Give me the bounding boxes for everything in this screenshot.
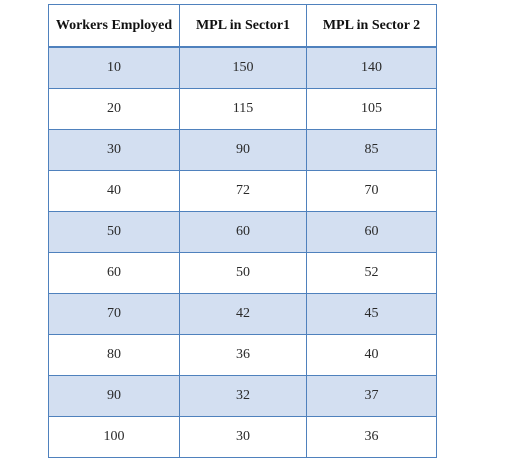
workers-cell: 100 <box>48 416 180 458</box>
mpl-sector-1-cell: 42 <box>179 293 307 335</box>
header-row: Workers Employed MPL in Sector1 MPL in S… <box>48 4 437 48</box>
table-row: 60 50 52 <box>48 252 437 294</box>
mpl-sector-1-cell: 150 <box>179 46 307 89</box>
table-row: 80 36 40 <box>48 334 437 376</box>
table-row: 30 90 85 <box>48 129 437 171</box>
mpl-sector-2-cell: 70 <box>306 170 437 212</box>
workers-cell: 50 <box>48 211 180 253</box>
workers-cell: 20 <box>48 88 180 130</box>
table-row: 40 72 70 <box>48 170 437 212</box>
workers-cell: 70 <box>48 293 180 335</box>
header-mpl-sector-1: MPL in Sector1 <box>179 4 307 48</box>
table-body: 10 150 140 20 115 105 30 90 85 40 72 70 … <box>48 46 437 458</box>
table-row: 90 32 37 <box>48 375 437 417</box>
mpl-sector-2-cell: 36 <box>306 416 437 458</box>
mpl-sector-2-cell: 105 <box>306 88 437 130</box>
header-workers-employed: Workers Employed <box>48 4 180 48</box>
table-row: 70 42 45 <box>48 293 437 335</box>
mpl-sector-2-cell: 52 <box>306 252 437 294</box>
workers-cell: 60 <box>48 252 180 294</box>
table-row: 20 115 105 <box>48 88 437 130</box>
mpl-sector-1-cell: 36 <box>179 334 307 376</box>
table-row: 10 150 140 <box>48 46 437 89</box>
mpl-sector-2-cell: 45 <box>306 293 437 335</box>
table-row: 50 60 60 <box>48 211 437 253</box>
workers-cell: 40 <box>48 170 180 212</box>
mpl-sector-1-cell: 60 <box>179 211 307 253</box>
mpl-sector-2-cell: 40 <box>306 334 437 376</box>
workers-cell: 80 <box>48 334 180 376</box>
workers-cell: 10 <box>48 46 180 89</box>
table-row: 100 30 36 <box>48 416 437 458</box>
header-mpl-sector-2: MPL in Sector 2 <box>306 4 437 48</box>
workers-cell: 90 <box>48 375 180 417</box>
workers-cell: 30 <box>48 129 180 171</box>
mpl-sector-2-cell: 85 <box>306 129 437 171</box>
mpl-sector-2-cell: 37 <box>306 375 437 417</box>
mpl-sector-2-cell: 140 <box>306 46 437 89</box>
mpl-sector-1-cell: 32 <box>179 375 307 417</box>
mpl-sector-1-cell: 72 <box>179 170 307 212</box>
mpl-sector-1-cell: 30 <box>179 416 307 458</box>
mpl-sector-1-cell: 90 <box>179 129 307 171</box>
mpl-sector-1-cell: 115 <box>179 88 307 130</box>
mpl-table: Workers Employed MPL in Sector1 MPL in S… <box>48 4 437 458</box>
mpl-sector-2-cell: 60 <box>306 211 437 253</box>
table-header: Workers Employed MPL in Sector1 MPL in S… <box>48 4 437 48</box>
mpl-sector-1-cell: 50 <box>179 252 307 294</box>
